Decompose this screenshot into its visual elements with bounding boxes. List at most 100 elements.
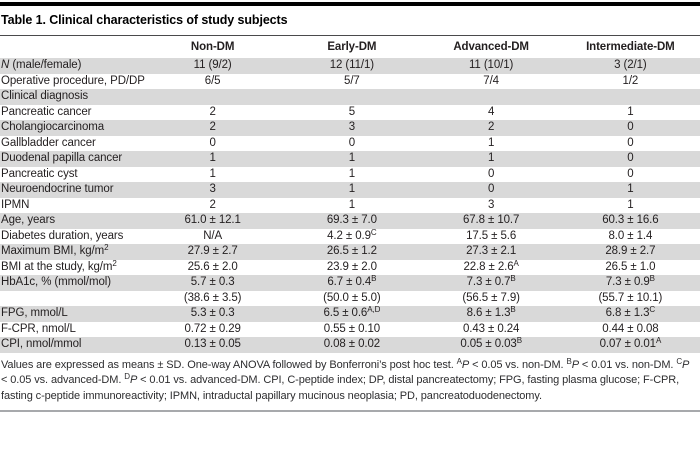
table-cell: 67.8 ± 10.7 (462, 214, 520, 227)
table-cell: 11 (10/1) (468, 59, 514, 72)
table-row: Gallbladder cancer 0 0 1 0 (0, 136, 700, 152)
table-cell: 69.3 ± 7.0 (326, 214, 377, 227)
table-footnote: Values are expressed as means ± SD. One-… (1, 356, 690, 402)
row-label: Pancreatic cyst (1, 167, 78, 180)
table-row: Cholangiocarcinoma 2 3 2 0 (0, 120, 700, 136)
table-row: BMI at the study, kg/m2 25.6 ± 2.0 23.9 ± … (0, 258, 700, 276)
table-cell: 1 (627, 198, 634, 211)
table-title: Table 1. Clinical characteristics of stu… (1, 13, 288, 27)
table-cell: 5 (348, 105, 356, 118)
table-cell: 25.6 ± 2.0 (187, 260, 238, 273)
row-label: CPI, nmol/mmol (1, 338, 82, 351)
table-row: N (male/female) 11 (9/2) 12 (11/1) 11 (10/1… (0, 58, 700, 74)
table-cell: 1 (627, 105, 634, 118)
table-cell: 0 (627, 152, 634, 165)
table-row: Operative procedure, PD/DP 6/5 5/7 7/4 1/2 (0, 74, 700, 90)
table-cell: 0.55 ± 0.10 (323, 322, 381, 335)
table-cell: 3 (348, 121, 356, 134)
table-cell: 4 (487, 105, 495, 118)
table-cell: 1 (348, 183, 356, 196)
table-cell: 0.72 ± 0.29 (184, 322, 241, 335)
table-cell: 1 (209, 167, 216, 180)
table-cell: 2 (209, 198, 216, 211)
table-cell: 2 (209, 105, 216, 118)
table-row: Duodenal papilla cancer 1 1 1 0 (0, 151, 700, 167)
table-cell: 0 (348, 136, 356, 149)
table-cell: 0.07 ± 0.01A (599, 336, 662, 351)
table-cell: 3 (487, 198, 495, 211)
table-cell: 7.3 ± 0.7B (466, 274, 516, 289)
table-cell: 3 (209, 183, 216, 196)
table-cell (422, 89, 561, 105)
table-cell: 1 (487, 136, 495, 149)
table-row: Diabetes duration, years N/A 4.2 ± 0.9C 17.… (0, 228, 700, 245)
table-cell: 2 (487, 121, 495, 134)
table-cell: 2 (209, 121, 216, 134)
clinical-characteristics-table: Non-DM Early-DM Advanced-DM Intermediate-DM… (0, 36, 700, 353)
table-cell: 1 (348, 152, 356, 165)
table-cell: 0 (627, 136, 634, 149)
table-cell: 1 (348, 167, 356, 180)
table-row: FPG, mmol/L 5.3 ± 0.3 6.5 ± 0.6A,D 8.6 ± 1.… (0, 306, 700, 322)
table-cell: 61.0 ± 12.1 (184, 214, 241, 227)
table-cell: 17.5 ± 5.6 (466, 229, 517, 242)
column-header: Advanced-DM (453, 41, 529, 53)
table-cell: 0 (209, 136, 216, 149)
row-label: Clinical diagnosis (1, 90, 89, 103)
table-row: (38.6 ± 3.5) (50.0 ± 5.0) (56.5 ± 7.9) (55.… (0, 291, 700, 307)
table-header-row: Non-DM Early-DM Advanced-DM Intermediate-DM (0, 36, 700, 58)
row-label: Diabetes duration, years (1, 229, 124, 242)
table-cell: 1 (627, 183, 634, 196)
table-cell: 23.9 ± 2.0 (326, 260, 377, 273)
table-row: HbA1c, % (mmol/mol) 5.7 ± 0.3 6.7 ± 0.4B 7.… (0, 275, 700, 291)
table-cell: 0 (487, 167, 495, 180)
table-cell: 6.8 ± 1.3C (605, 305, 656, 320)
table-cell: 7/4 (483, 74, 499, 87)
table-cell: 0.08 ± 0.02 (323, 338, 381, 351)
row-label: IPMN (1, 198, 30, 211)
table-row: F-CPR, nmol/L 0.72 ± 0.29 0.55 ± 0.10 0.43 … (0, 322, 700, 338)
table-cell: (55.7 ± 10.1) (598, 291, 663, 304)
column-header: Non-DM (190, 41, 235, 53)
row-label: F-CPR, nmol/L (1, 322, 76, 335)
table-row: Neuroendocrine tumor 3 1 0 1 (0, 182, 700, 198)
table-cell: 0 (627, 167, 634, 180)
row-label: Duodenal papilla cancer (1, 152, 123, 165)
row-label (0, 291, 143, 307)
table-cell: 11 (9/2) (193, 59, 232, 72)
table-cell: 0 (627, 121, 634, 134)
table-cell: 1 (209, 152, 216, 165)
table-row: Pancreatic cancer 2 5 4 1 (0, 105, 700, 121)
table-cell: 27.3 ± 2.1 (466, 245, 517, 258)
table-cell: 1 (348, 198, 356, 211)
bottom-rule (0, 410, 700, 412)
row-label: HbA1c, % (mmol/mol) (1, 276, 111, 289)
table-row: IPMN 2 1 3 1 (0, 198, 700, 214)
table-cell: 1/2 (622, 74, 639, 87)
row-label: FPG, mmol/L (1, 307, 68, 320)
table-cell: 0.44 ± 0.08 (602, 322, 659, 335)
table-cell: 22.8 ± 2.6A (463, 258, 519, 273)
row-label-column-header (0, 36, 143, 58)
table-cell (282, 89, 421, 105)
table-cell: 26.5 ± 1.2 (326, 245, 377, 258)
table-cell: N/A (203, 229, 223, 242)
table-cell: 3 (2/1) (614, 59, 647, 72)
row-label: BMI at the study, kg/m2 (1, 258, 117, 273)
table-cell: (50.0 ± 5.0) (323, 291, 381, 304)
table-cell: 7.3 ± 0.9B (605, 274, 655, 289)
row-label: Neuroendocrine tumor (1, 183, 114, 196)
table-cell: 27.9 ± 2.7 (187, 245, 238, 258)
column-header: Early-DM (327, 41, 377, 53)
row-label: Operative procedure, PD/DP (1, 74, 145, 87)
table-cell: 1 (487, 152, 495, 165)
table-cell: (38.6 ± 3.5) (183, 291, 242, 304)
table-cell: 0 (487, 183, 495, 196)
row-label: N (male/female) (1, 59, 82, 72)
row-label: Pancreatic cancer (1, 105, 92, 118)
table-cell: 5.3 ± 0.3 (190, 307, 235, 320)
table-cell: 8.0 ± 1.4 (608, 229, 653, 242)
table-cell (143, 89, 282, 105)
row-label: Gallbladder cancer (1, 136, 96, 149)
table-cell: 0.05 ± 0.03B (460, 336, 522, 351)
